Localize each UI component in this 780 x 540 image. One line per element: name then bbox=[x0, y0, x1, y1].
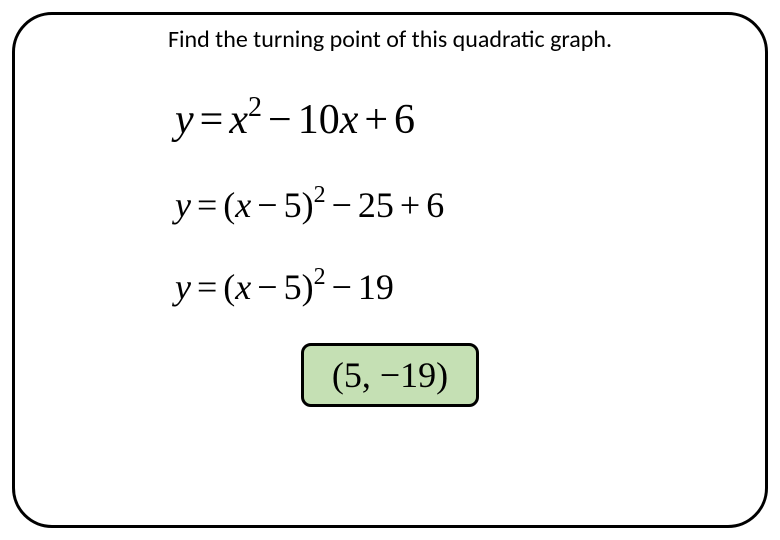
equation-1: y=x2−10x+6 bbox=[175, 94, 415, 144]
equations-block: y=x2−10x+6 y=(x−5)2−25+6 y=(x−5)2−19 bbox=[45, 94, 735, 308]
eq1-var2: x bbox=[340, 97, 359, 143]
question-text: Find the turning point of this quadratic… bbox=[45, 25, 735, 54]
eq3-inner-var: x bbox=[235, 267, 251, 307]
eq3-exp: 2 bbox=[314, 264, 326, 290]
eq2-inner-const: 5 bbox=[284, 185, 302, 225]
equation-3: y=(x−5)2−19 bbox=[175, 266, 394, 308]
eq2-inner-var: x bbox=[235, 185, 251, 225]
eq3-lhs: y bbox=[175, 267, 191, 307]
eq3-const: 19 bbox=[358, 267, 394, 307]
answer-x: 5 bbox=[344, 355, 362, 395]
eq2-lhs: y bbox=[175, 185, 191, 225]
eq1-coef2: 10 bbox=[298, 97, 340, 143]
eq1-base1: x bbox=[229, 97, 248, 143]
eq1-exp1: 2 bbox=[248, 92, 262, 123]
eq2-const2: 6 bbox=[426, 185, 444, 225]
eq3-inner-const: 5 bbox=[284, 267, 302, 307]
answer-y: 19 bbox=[400, 355, 436, 395]
equation-2: y=(x−5)2−25+6 bbox=[175, 184, 444, 226]
answer-container: (5, −19) bbox=[45, 343, 735, 407]
eq1-lhs: y bbox=[175, 97, 194, 143]
answer-box: (5, −19) bbox=[301, 343, 479, 407]
eq2-const1: 25 bbox=[358, 185, 394, 225]
problem-card: Find the turning point of this quadratic… bbox=[12, 12, 768, 528]
eq2-exp: 2 bbox=[314, 182, 326, 208]
eq1-const: 6 bbox=[394, 97, 415, 143]
